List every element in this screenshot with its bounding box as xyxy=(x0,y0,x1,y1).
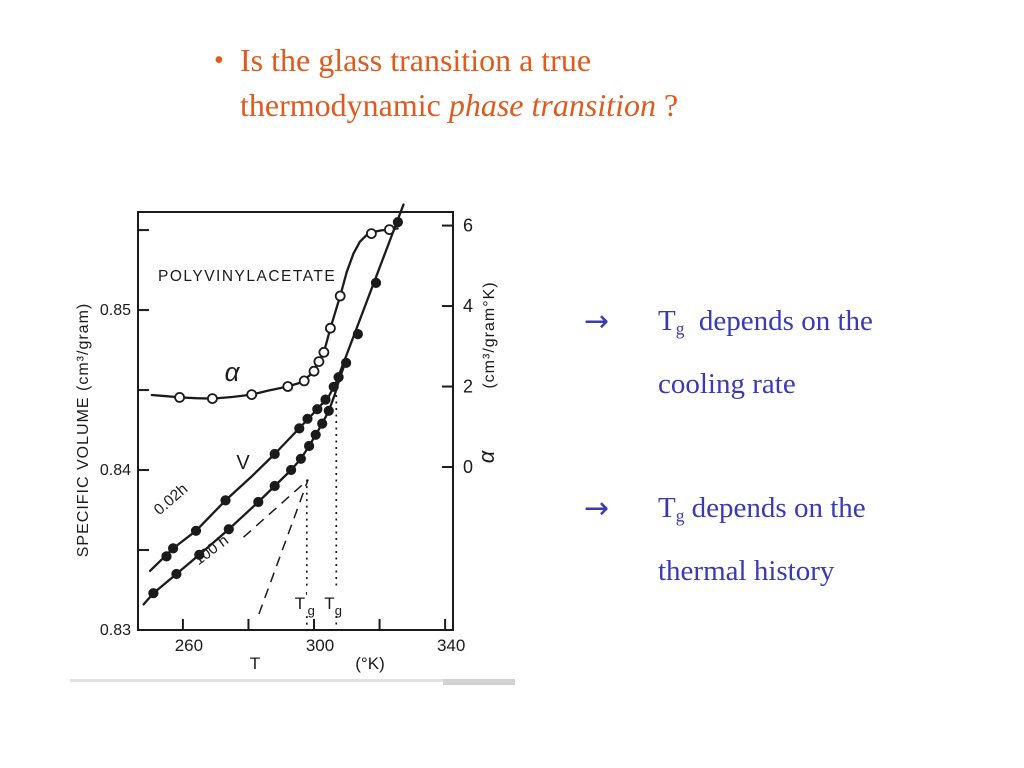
filled-circle-marker xyxy=(312,404,323,415)
open-circle-marker xyxy=(298,375,310,387)
y-right-tick-label: 4 xyxy=(463,296,473,316)
open-circle-marker xyxy=(308,365,320,377)
y-left-tick-label: 0.83 xyxy=(100,622,131,639)
open-circle-marker xyxy=(318,346,330,358)
note-line2: thermal history xyxy=(658,555,835,587)
filled-circle-marker xyxy=(168,543,179,554)
note-term: T xyxy=(658,492,676,524)
tg-label: Tg xyxy=(324,594,342,618)
filled-circle-marker xyxy=(171,568,182,580)
x-tick-label: 260 xyxy=(175,636,203,655)
y-right-tick-label: 0 xyxy=(463,457,473,477)
open-circle-marker xyxy=(324,322,336,334)
series-alpha-expansion-coefficient xyxy=(150,227,399,400)
y-right-tick-label: 6 xyxy=(463,216,473,236)
filled-circle-marker xyxy=(148,588,159,599)
open-circle-marker xyxy=(334,290,346,302)
open-circle-marker xyxy=(282,381,294,392)
filled-circle-marker xyxy=(190,525,202,536)
title-line1: Is the glass transition a true xyxy=(240,42,592,78)
filled-circle-marker xyxy=(317,418,328,429)
filled-circle-marker xyxy=(269,480,280,492)
note-rest: depends on the xyxy=(684,305,873,337)
arrow-right-icon: → xyxy=(584,491,610,526)
series-V-cooled-100h xyxy=(142,363,346,606)
glass-line-extrapolation xyxy=(243,479,309,538)
note-line2: cooling rate xyxy=(658,368,796,400)
chart-annotation: α xyxy=(474,449,499,463)
title-line2-suffix: ? xyxy=(655,87,679,123)
series-V-cooled-0.02h xyxy=(148,380,338,572)
chart-annotation: 100 h xyxy=(191,532,232,569)
filled-circle-marker xyxy=(161,551,172,562)
x-tick-label: 340 xyxy=(437,636,465,655)
tg-label-backing xyxy=(290,588,323,615)
open-circle-marker xyxy=(246,389,258,401)
tg-label-backing xyxy=(320,588,353,615)
arrow-right-icon: → xyxy=(584,304,610,339)
filled-circle-marker xyxy=(223,524,234,535)
chart-annotation: α xyxy=(225,357,241,387)
slide-title-text: Is the glass transition a true thermodyna… xyxy=(212,38,872,128)
title-line2-prefix: thermodynamic xyxy=(240,87,449,123)
filled-circle-marker xyxy=(220,495,231,506)
filled-circle-marker xyxy=(320,394,331,405)
note-cooling-rate: → Tg depends on the cooling rate xyxy=(584,290,984,416)
open-circle-marker xyxy=(174,391,185,403)
chart-annotation: (°K) xyxy=(355,654,384,673)
filled-circle-marker xyxy=(194,549,205,560)
y-left-tick-label: 0.84 xyxy=(100,462,131,479)
chart-annotation: T xyxy=(250,654,260,673)
note-text: Tg depends on the cooling rate xyxy=(658,290,873,416)
bullet-icon: • xyxy=(214,45,224,76)
y-left-tick-label: 0.85 xyxy=(100,302,131,319)
chart-annotation: POLYVINYLACETATE xyxy=(158,268,336,285)
title-line2-italic: phase transition xyxy=(448,87,656,123)
filled-circle-marker xyxy=(310,429,321,440)
chart-annotation: 0.02h xyxy=(151,480,191,518)
filled-circle-marker xyxy=(352,329,363,340)
scan-artifact xyxy=(70,679,515,682)
chart-svg: 0.85 0.84 0.83 260 300 340 6 4 2 0 T'g Tg POLYVINYLA… xyxy=(70,203,515,685)
note-text: Tg depends on the thermal history xyxy=(658,477,866,603)
note-term-subscript: g xyxy=(675,505,685,526)
filled-circle-marker xyxy=(269,448,280,460)
slide-title: • Is the glass transition a true thermody… xyxy=(212,38,872,128)
note-term-subscript: g xyxy=(675,318,685,339)
filled-circle-marker xyxy=(392,216,403,228)
chart-annotation: V xyxy=(236,452,250,474)
filled-circle-marker xyxy=(370,277,382,289)
note-term: T xyxy=(658,305,676,337)
y-right-tick-label: 2 xyxy=(463,377,473,397)
filled-circle-marker xyxy=(302,413,313,424)
chart-figure: 0.85 0.84 0.83 260 300 340 6 4 2 0 T'g Tg POLYVINYLA… xyxy=(60,185,540,697)
filled-circle-marker xyxy=(286,464,297,476)
filled-circle-marker xyxy=(295,453,306,464)
scan-artifact xyxy=(443,679,515,685)
tg-prime-label: T'g xyxy=(295,589,315,618)
note-rest: depends on the xyxy=(684,492,866,524)
liquid-line-extrapolation xyxy=(258,479,309,615)
filled-circle-marker xyxy=(304,440,315,452)
chart-annotation: (cm³/gram°K) xyxy=(481,281,498,388)
x-tick-label: 300 xyxy=(306,636,334,655)
note-thermal-history: → Tg depends on the thermal history xyxy=(584,477,984,603)
open-circle-marker xyxy=(365,228,377,239)
open-circle-marker xyxy=(313,356,325,368)
filled-circle-marker xyxy=(294,423,305,434)
filled-circle-marker xyxy=(323,405,334,416)
filled-circle-marker xyxy=(253,496,264,508)
plot-frame xyxy=(137,211,454,631)
open-circle-marker xyxy=(206,393,218,405)
chart-annotation: SPECIFIC VOLUME (cm³/gram) xyxy=(75,303,92,557)
series-V-liquid-line xyxy=(335,203,405,384)
